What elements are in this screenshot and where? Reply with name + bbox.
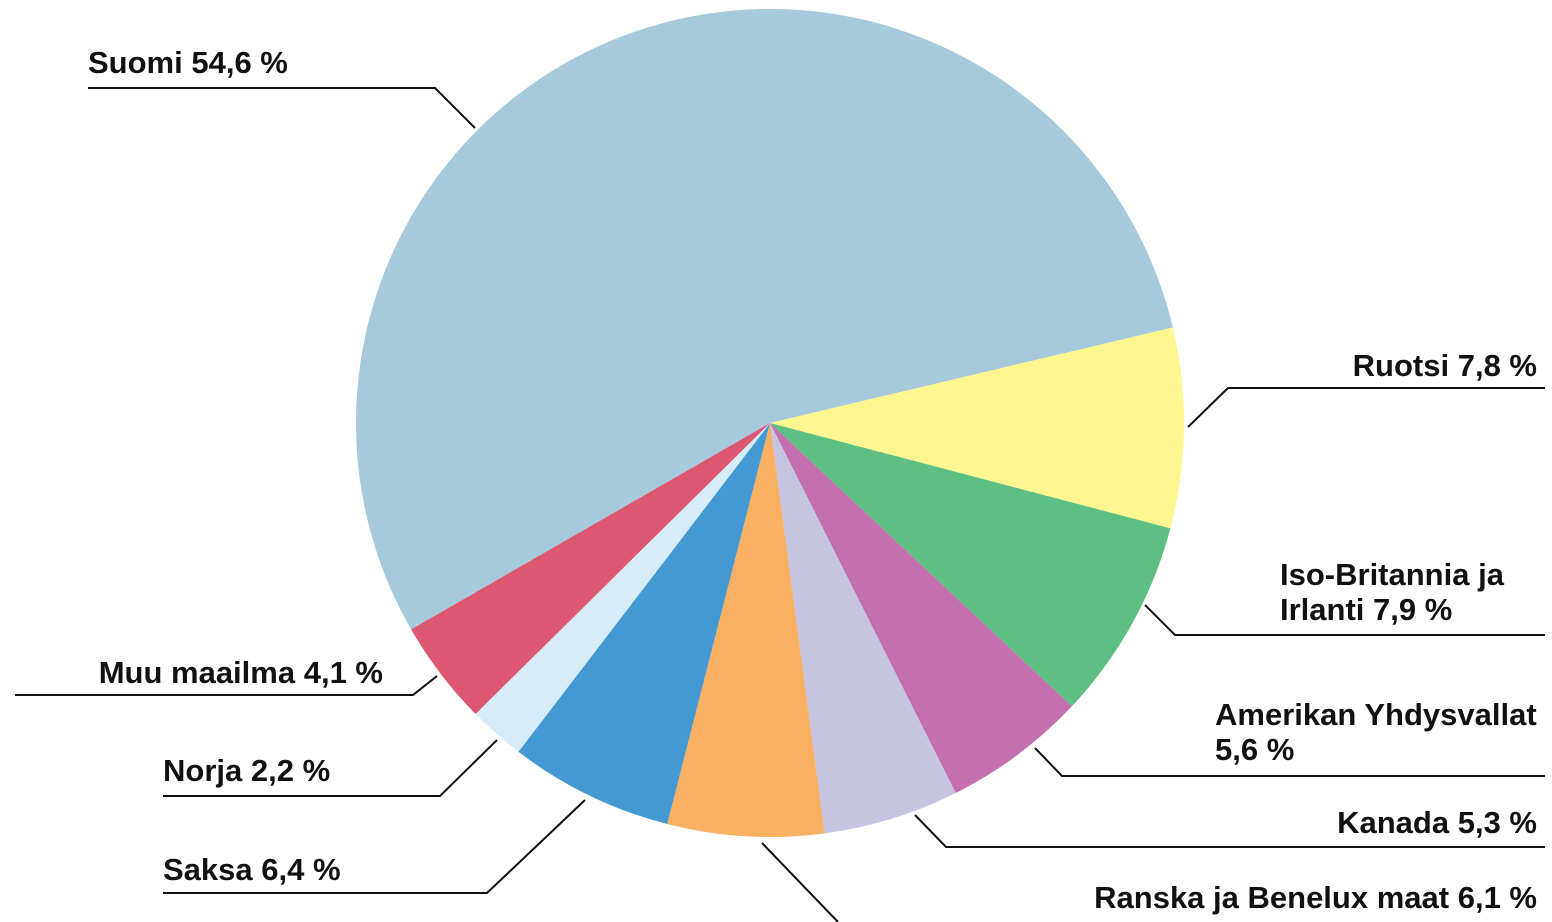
- slice-label: Ruotsi 7,8 %: [1353, 348, 1537, 383]
- category-name: Iso-Britannia ja Irlanti: [1280, 557, 1504, 627]
- slice-label: Amerikan Yhdysvallat 5,6 %: [1215, 697, 1545, 767]
- leader-line: [761, 842, 839, 922]
- pie-slice: [770, 423, 1072, 793]
- category-name: Saksa: [163, 852, 253, 887]
- slice-label: Norja 2,2 %: [163, 753, 330, 788]
- leader-line: [163, 799, 586, 894]
- leader-line: [88, 87, 476, 129]
- value-label: 5,3 %: [1457, 805, 1537, 840]
- category-name: Suomi: [88, 45, 183, 80]
- leader-line: [15, 675, 438, 696]
- category-name: Ranska ja Benelux maat: [1094, 880, 1450, 915]
- leader-line: [163, 739, 498, 797]
- category-name: Norja: [163, 753, 243, 788]
- value-label: 54,6 %: [191, 45, 288, 80]
- leader-line: [1144, 604, 1545, 636]
- slice-label: Suomi 54,6 %: [88, 45, 288, 80]
- value-label: 2,2 %: [250, 753, 331, 788]
- slice-label: Kanada 5,3 %: [1337, 805, 1537, 840]
- pie-slice: [411, 423, 770, 714]
- category-name: Amerikan Yhdysvallat: [1215, 697, 1537, 732]
- slice-label: Muu maailma 4,1 %: [99, 655, 383, 690]
- value-label: 5,6 %: [1215, 732, 1295, 767]
- pie-slice: [355, 8, 1173, 630]
- value-label: 6,4 %: [261, 852, 341, 887]
- value-label: 6,1 %: [1457, 880, 1537, 915]
- slice-label: Saksa 6,4 %: [163, 852, 341, 887]
- leader-line: [914, 814, 1545, 848]
- pie-slice: [667, 423, 825, 837]
- pie-slice: [475, 423, 770, 752]
- leader-line: [1187, 387, 1545, 428]
- pie-slice: [770, 423, 1171, 707]
- value-label: 4,1 %: [303, 655, 383, 690]
- leader-line: [1034, 747, 1545, 777]
- pie-slice: [770, 423, 956, 834]
- slice-label: Ranska ja Benelux maat 6,1 %: [1094, 880, 1537, 915]
- slice-label: Iso-Britannia ja Irlanti 7,9 %: [1280, 557, 1545, 627]
- pie-slice: [518, 423, 770, 825]
- value-label: 7,8 %: [1457, 348, 1537, 383]
- category-name: Ruotsi: [1352, 348, 1450, 383]
- category-name: Muu maailma: [98, 655, 296, 690]
- pie-slice: [770, 327, 1184, 529]
- value-label: 7,9 %: [1373, 592, 1453, 627]
- category-name: Kanada: [1337, 805, 1450, 840]
